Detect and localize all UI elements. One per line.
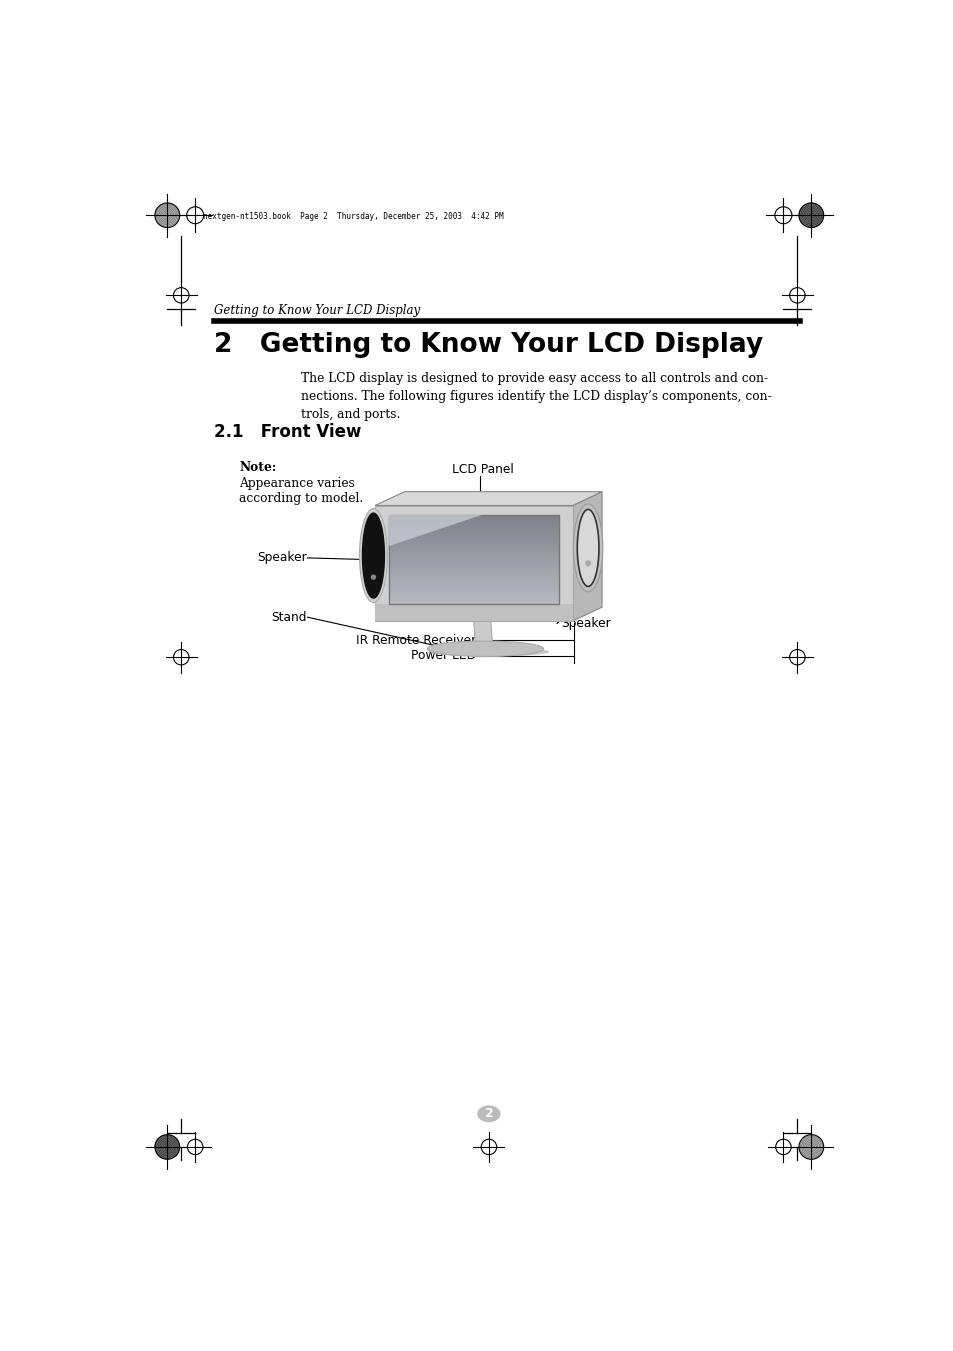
Polygon shape (389, 571, 558, 574)
Polygon shape (389, 515, 558, 546)
Polygon shape (389, 535, 558, 539)
Polygon shape (389, 601, 558, 604)
Polygon shape (389, 520, 558, 524)
Circle shape (798, 203, 822, 227)
Ellipse shape (362, 513, 384, 598)
Text: Speaker: Speaker (256, 551, 307, 565)
Polygon shape (375, 604, 572, 621)
Polygon shape (572, 492, 601, 621)
Polygon shape (474, 621, 492, 644)
Polygon shape (375, 492, 601, 505)
Polygon shape (389, 574, 558, 577)
Polygon shape (389, 559, 558, 562)
Polygon shape (389, 577, 558, 581)
Text: Stand: Stand (271, 611, 307, 624)
Text: Getting to Know Your LCD Display: Getting to Know Your LCD Display (213, 304, 419, 317)
Circle shape (584, 561, 591, 566)
Circle shape (154, 203, 179, 227)
Polygon shape (389, 547, 558, 550)
Polygon shape (389, 550, 558, 554)
Text: Appearance varies: Appearance varies (239, 477, 355, 490)
Ellipse shape (476, 1105, 500, 1123)
Polygon shape (389, 569, 558, 571)
Ellipse shape (429, 647, 549, 657)
Text: trols, and ports.: trols, and ports. (301, 408, 400, 420)
Polygon shape (389, 517, 558, 520)
Polygon shape (389, 589, 558, 592)
Circle shape (154, 1135, 179, 1159)
Polygon shape (389, 544, 558, 547)
Polygon shape (389, 598, 558, 601)
Polygon shape (389, 524, 558, 527)
Ellipse shape (427, 642, 543, 657)
Text: Speaker: Speaker (560, 617, 610, 630)
Text: according to model.: according to model. (239, 493, 363, 505)
Text: LCD Panel: LCD Panel (452, 463, 514, 476)
Polygon shape (389, 515, 558, 517)
Ellipse shape (573, 504, 602, 592)
Polygon shape (389, 530, 558, 532)
Polygon shape (389, 557, 558, 559)
Polygon shape (389, 539, 558, 542)
Circle shape (371, 574, 375, 580)
Polygon shape (389, 562, 558, 566)
Polygon shape (389, 592, 558, 596)
Ellipse shape (577, 509, 598, 586)
Polygon shape (389, 532, 558, 535)
Text: 2.1   Front View: 2.1 Front View (213, 423, 361, 442)
Circle shape (798, 1135, 822, 1159)
Polygon shape (389, 584, 558, 586)
Polygon shape (389, 566, 558, 569)
Polygon shape (389, 554, 558, 557)
Polygon shape (389, 542, 558, 544)
Text: Power LED: Power LED (410, 650, 476, 662)
Polygon shape (389, 586, 558, 589)
Text: nextgen-nt1503.book  Page 2  Thursday, December 25, 2003  4:42 PM: nextgen-nt1503.book Page 2 Thursday, Dec… (203, 212, 503, 222)
Polygon shape (389, 581, 558, 584)
Polygon shape (375, 505, 572, 621)
Polygon shape (389, 527, 558, 530)
Text: 2: 2 (484, 1108, 493, 1120)
Ellipse shape (359, 508, 387, 603)
Text: IR Remote Receiver: IR Remote Receiver (355, 634, 476, 647)
Text: nections. The following figures identify the LCD display’s components, con-: nections. The following figures identify… (301, 390, 771, 403)
Text: Note:: Note: (239, 461, 276, 474)
Polygon shape (389, 596, 558, 598)
Text: The LCD display is designed to provide easy access to all controls and con-: The LCD display is designed to provide e… (301, 373, 768, 385)
Text: 2   Getting to Know Your LCD Display: 2 Getting to Know Your LCD Display (213, 332, 762, 358)
